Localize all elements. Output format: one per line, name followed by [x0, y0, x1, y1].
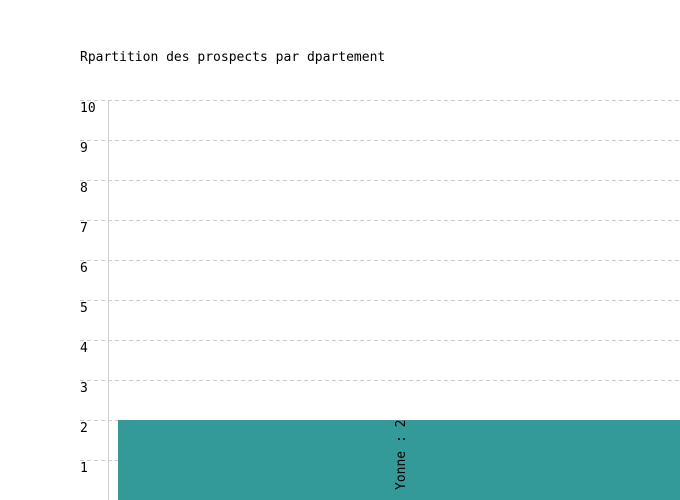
y-tick-label: 2: [80, 421, 88, 436]
y-tick-label: 5: [80, 301, 88, 316]
y-tick-label: 7: [80, 221, 88, 236]
y-tick-label: 9: [80, 141, 88, 156]
y-tick-label: 8: [80, 181, 88, 196]
y-tick-label: 3: [80, 381, 88, 396]
y-tick-label: 4: [80, 341, 88, 356]
y-tick-label: 6: [80, 261, 88, 276]
bar-data-label: Yonne : 2: [394, 420, 409, 490]
y-tick-label: 10: [80, 101, 96, 116]
chart-title: Rpartition des prospects par dpartement: [80, 50, 386, 65]
y-tick-label: 1: [80, 461, 88, 476]
bar: [118, 420, 680, 500]
